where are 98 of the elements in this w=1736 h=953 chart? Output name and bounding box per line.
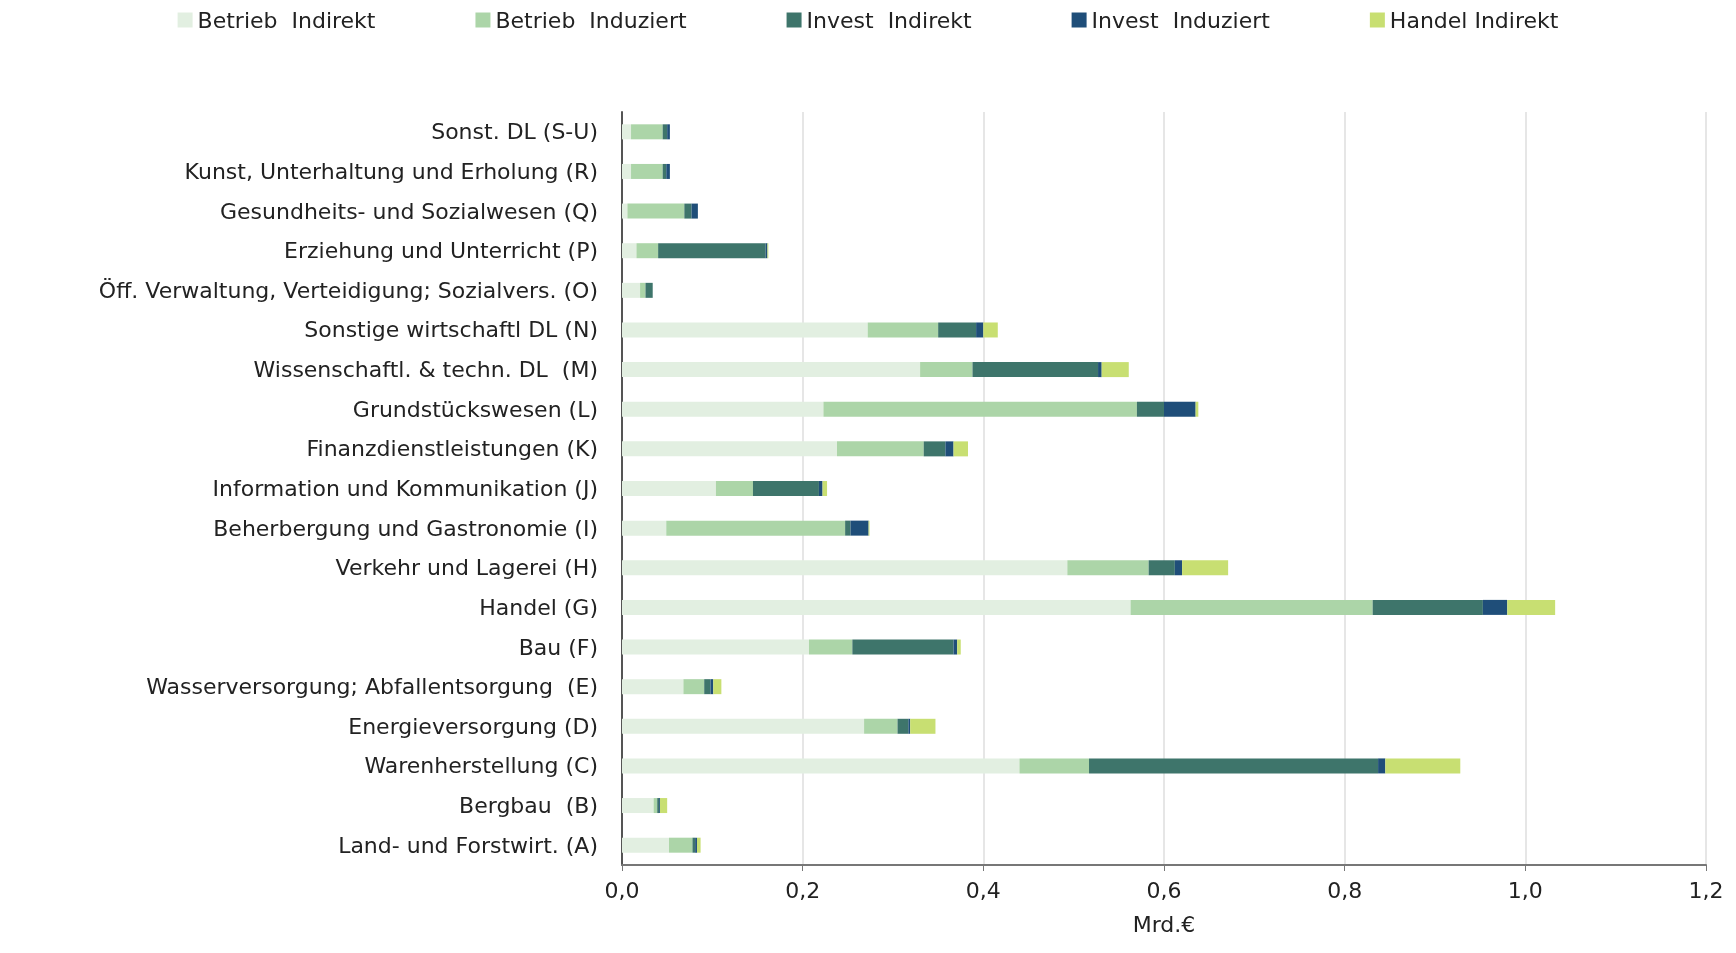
bar	[1136, 401, 1164, 417]
y-tick-label: Sonst. DL (S-U)	[431, 119, 598, 145]
x-tick-label: 0,6	[1146, 877, 1182, 903]
bar	[953, 441, 968, 457]
bar	[1101, 362, 1129, 378]
bar	[636, 243, 659, 259]
bar	[1164, 401, 1196, 417]
bar	[867, 322, 939, 338]
bar	[627, 203, 685, 219]
bar	[972, 362, 1099, 378]
legend-label: Betrieb Induziert	[495, 7, 687, 33]
bar	[622, 203, 628, 219]
bar	[622, 798, 654, 814]
bar	[1372, 599, 1483, 615]
bar	[622, 282, 641, 298]
bar	[622, 520, 667, 536]
bar	[945, 441, 954, 457]
bar	[622, 243, 637, 259]
bar	[910, 718, 936, 734]
legend-label: Invest Indirekt	[806, 7, 972, 33]
bar	[704, 679, 711, 695]
y-tick-label: Sonstige wirtschaftl DL (N)	[304, 317, 598, 343]
bar	[836, 441, 924, 457]
bar	[852, 639, 954, 655]
y-tick-label: Land- und Forstwirt. (A)	[338, 832, 598, 858]
y-tick-label: Energieversorgung (D)	[348, 713, 598, 739]
bar	[622, 481, 716, 496]
bar	[897, 718, 909, 734]
bar	[1482, 599, 1508, 615]
bar	[823, 401, 1137, 417]
x-tick-label: 0,0	[604, 877, 640, 903]
bar	[976, 322, 984, 338]
bar	[923, 441, 946, 457]
y-tick-label: Information und Kommunikation (J)	[212, 476, 598, 501]
bar	[622, 124, 632, 140]
bar	[1130, 599, 1373, 615]
bar	[845, 520, 851, 536]
bar	[667, 124, 670, 140]
bar	[1019, 758, 1090, 774]
x-tick-label: 1,2	[1688, 877, 1724, 903]
bar	[1148, 560, 1175, 576]
bar	[640, 282, 646, 298]
bar	[818, 481, 823, 496]
x-tick-label: 0,2	[785, 877, 821, 903]
bar	[622, 837, 669, 853]
bar	[683, 679, 705, 695]
bar	[808, 639, 853, 655]
bar	[752, 481, 819, 496]
x-tick-label: 0,8	[1327, 877, 1363, 903]
bar	[713, 679, 722, 695]
y-tick-label: Öff. Verwaltung, Verteidigung; Sozialvers. (O)	[98, 277, 598, 303]
bar	[631, 124, 663, 140]
bar	[684, 203, 692, 219]
bar	[622, 163, 632, 179]
bar	[1089, 758, 1379, 774]
x-tick-label: 0,4	[965, 877, 1001, 903]
bar	[696, 837, 701, 853]
y-tick-label: Beherbergung und Gastronomie (I)	[213, 515, 598, 541]
y-tick-label: Handel (G)	[479, 594, 598, 620]
bar	[659, 798, 668, 814]
legend-label: Betrieb Indirekt	[197, 7, 376, 33]
y-tick-label: Warenherstellung (C)	[364, 753, 598, 779]
bar	[715, 481, 753, 496]
bar	[864, 718, 898, 734]
legend-label: Handel Indirekt	[1389, 7, 1559, 33]
bar	[1385, 758, 1461, 774]
y-tick-label: Kunst, Unterhaltung und Erholung (R)	[184, 158, 598, 184]
y-tick-label: Bau (F)	[518, 634, 598, 660]
bar	[1378, 758, 1386, 774]
bar	[666, 520, 846, 536]
bar	[622, 679, 684, 695]
y-tick-label: Gesundheits- und Sozialwesen (Q)	[220, 198, 598, 224]
y-tick-label: Bergbau (B)	[459, 793, 598, 819]
y-tick-label: Wasserversorgung; Abfallentsorgung (E)	[146, 674, 598, 700]
bar	[850, 520, 869, 536]
y-tick-label: Grundstückswesen (L)	[352, 396, 598, 422]
bar	[983, 322, 998, 338]
bar	[645, 282, 653, 298]
x-axis-title: Mrd.€	[1132, 911, 1196, 937]
y-tick-label: Verkehr und Lagerei (H)	[335, 555, 598, 581]
x-tick-label: 1,0	[1507, 877, 1543, 903]
bar	[666, 163, 670, 179]
bar	[1174, 560, 1183, 576]
bar	[1507, 599, 1556, 615]
bar	[668, 837, 693, 853]
y-tick-label: Wissenschaftl. & techn. DL (M)	[253, 357, 598, 383]
bar	[1067, 560, 1149, 576]
bar	[920, 362, 973, 378]
bar	[957, 639, 961, 655]
bar	[658, 243, 766, 259]
legend-label: Invest Induziert	[1091, 7, 1271, 33]
y-tick-label: Finanzdienstleistungen (K)	[306, 436, 598, 462]
bar	[938, 322, 977, 338]
bar	[1098, 362, 1102, 378]
y-tick-label: Erziehung und Unterricht (P)	[284, 238, 598, 264]
bar	[631, 163, 663, 179]
bar	[1182, 560, 1229, 576]
bar	[691, 203, 698, 219]
